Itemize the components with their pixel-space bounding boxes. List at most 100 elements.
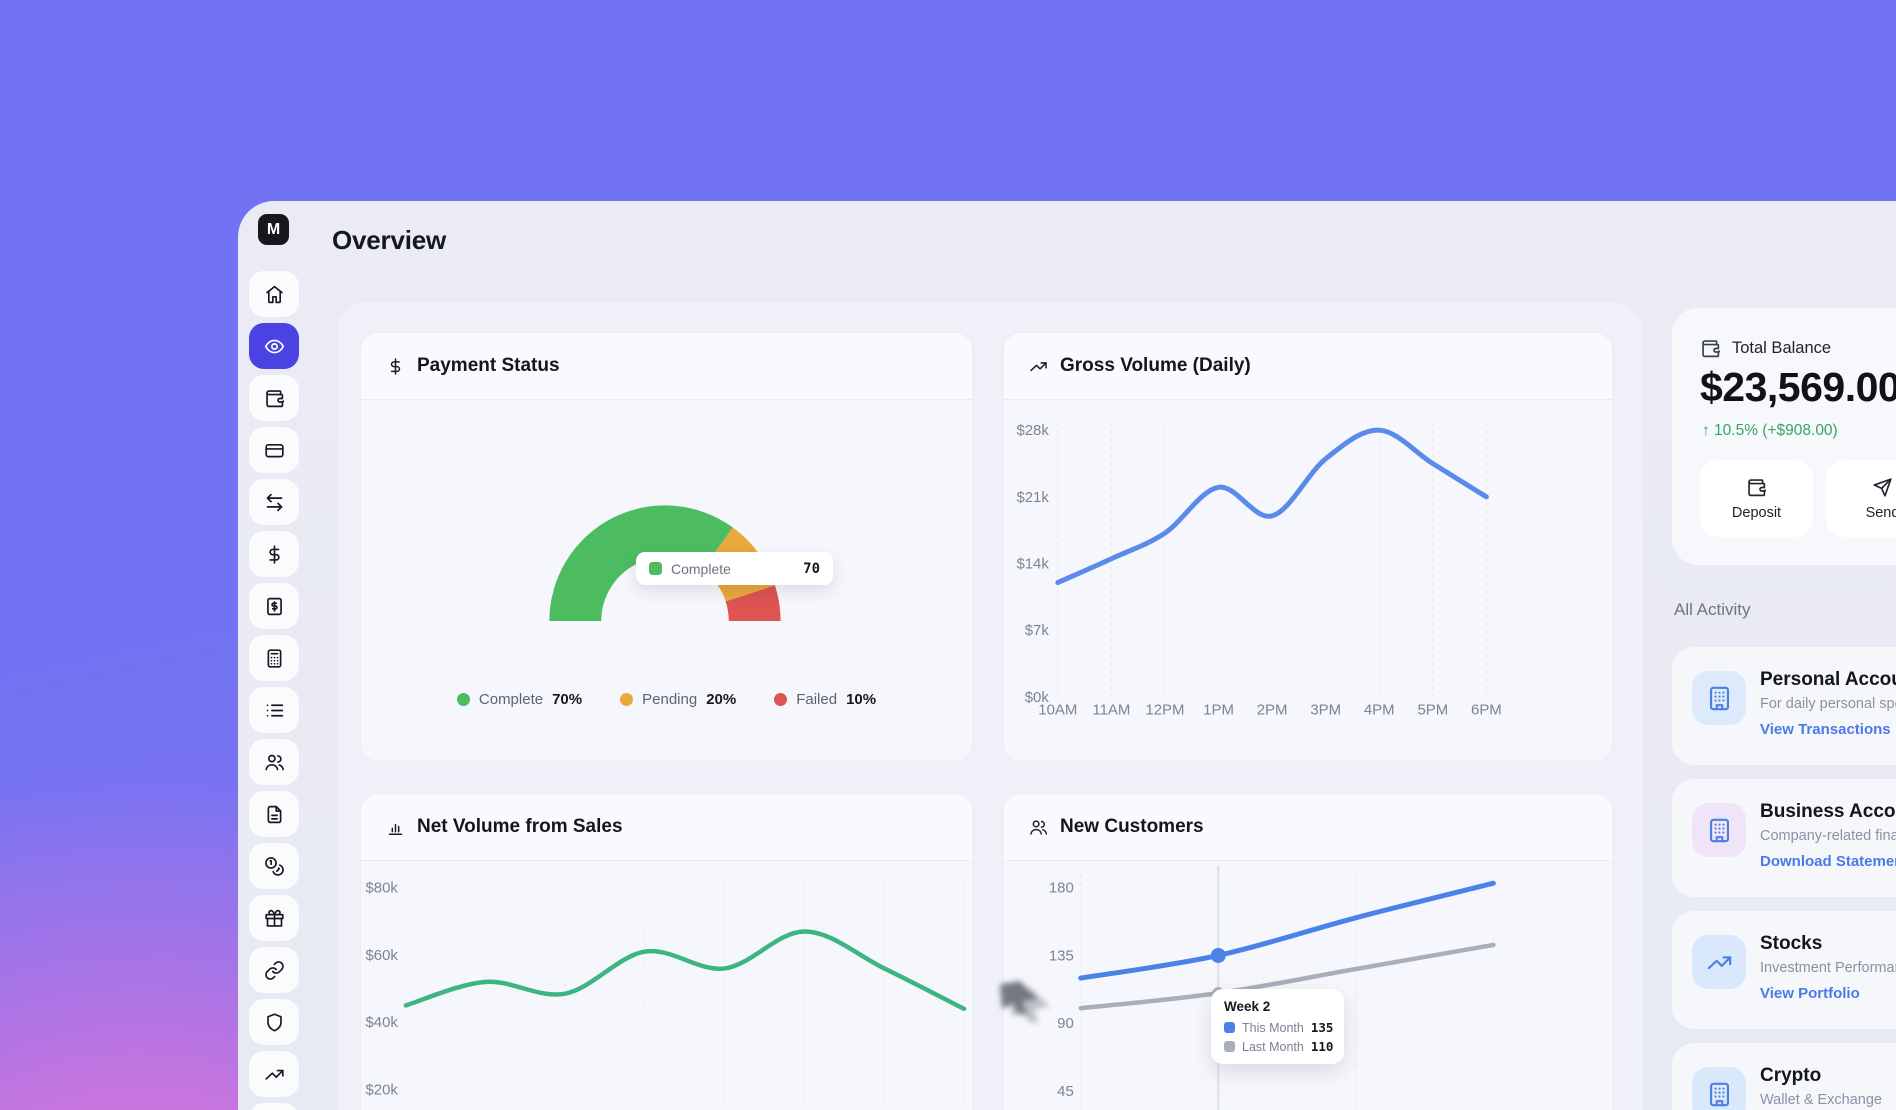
sidebar-item-transfers[interactable] <box>249 479 299 525</box>
svg-text:45: 45 <box>1057 1083 1074 1100</box>
arrows-lr-icon <box>264 492 285 513</box>
eye-icon <box>264 336 285 357</box>
send-icon <box>1872 477 1893 498</box>
app-logo: M <box>258 214 289 245</box>
svg-text:$80k: $80k <box>365 880 398 897</box>
sidebar-item-security[interactable] <box>249 999 299 1045</box>
this-month-swatch <box>1224 1022 1235 1033</box>
balance-actions: Deposit Send <box>1700 460 1896 537</box>
send-button[interactable]: Send <box>1826 460 1896 537</box>
sidebar-item-invoices[interactable] <box>249 583 299 629</box>
legend-value: 10% <box>846 691 877 708</box>
sidebar-item-links[interactable] <box>249 947 299 993</box>
sidebar-item-wallet[interactable] <box>249 375 299 421</box>
svg-text:$21k: $21k <box>1016 489 1049 506</box>
activity-card-stocks[interactable]: Stocks Investment Performance View Portfol… <box>1672 911 1896 1029</box>
trending-up-icon <box>1029 357 1048 376</box>
sidebar-item-analytics[interactable] <box>249 1051 299 1097</box>
total-balance-row: Total Balance <box>1700 338 1831 359</box>
sidebar-item-coins[interactable] <box>249 843 299 889</box>
coins-icon <box>264 856 285 877</box>
svg-text:180: 180 <box>1049 880 1074 897</box>
tooltip-row-last-month: Last Month 110 <box>1224 1039 1333 1054</box>
activity-title: Business Account <box>1760 801 1896 822</box>
receipt-icon <box>264 596 285 617</box>
building-icon <box>1692 671 1746 725</box>
svg-text:$7k: $7k <box>1025 622 1050 639</box>
legend-swatch <box>649 562 662 575</box>
gross-volume-title: Gross Volume (Daily) <box>1060 355 1251 376</box>
activity-link[interactable]: View Transactions <box>1760 721 1891 738</box>
sidebar-item-devices[interactable] <box>249 1103 299 1110</box>
activity-subtitle: Company-related finances <box>1760 828 1896 844</box>
svg-text:$0k: $0k <box>1025 689 1050 706</box>
dollar-icon <box>264 544 285 565</box>
tooltip-label: This Month <box>1242 1020 1304 1035</box>
sidebar-item-payments[interactable] <box>249 531 299 577</box>
total-balance-card: Total Balance $23,569.00 ↑ 10.5% (+$908.… <box>1672 308 1896 565</box>
svg-text:135: 135 <box>1049 947 1074 964</box>
app-logo-letter: M <box>266 220 281 238</box>
svg-text:10AM: 10AM <box>1038 702 1077 719</box>
activity-card-business-account[interactable]: Business Account Company-related finances… <box>1672 779 1896 897</box>
legend-item-failed: Failed 10% <box>774 691 876 708</box>
sidebar-item-overview[interactable] <box>249 323 299 369</box>
sidebar-item-transactions[interactable] <box>249 687 299 733</box>
users-icon <box>1029 818 1048 837</box>
sidebar-item-calculator[interactable] <box>249 635 299 681</box>
svg-text:5PM: 5PM <box>1417 702 1448 719</box>
activity-link[interactable]: Download Statement <box>1760 853 1896 870</box>
svg-text:2PM: 2PM <box>1257 702 1288 719</box>
complete-dot-icon <box>456 693 470 706</box>
gauge-tooltip: Complete 70 <box>636 552 833 585</box>
activity-card-crypto[interactable]: Crypto Wallet & Exchange <box>1672 1043 1896 1110</box>
tooltip-value: 135 <box>1310 1020 1334 1035</box>
new-customers-card: New Customers 180 135 90 45 Week 2 This Mon… <box>1003 793 1613 1110</box>
sidebar-item-home[interactable] <box>249 271 299 317</box>
gift-icon <box>264 908 285 929</box>
home-icon <box>264 284 285 305</box>
sidebar-item-cards[interactable] <box>249 427 299 473</box>
activity-title: Crypto <box>1760 1065 1822 1086</box>
sidebar-nav <box>249 271 299 1110</box>
legend-item-complete: Complete 70% <box>456 691 582 708</box>
svg-text:1PM: 1PM <box>1203 702 1234 719</box>
legend-label: Failed <box>796 691 838 708</box>
legend-value: 20% <box>706 691 737 708</box>
sidebar-item-rewards[interactable] <box>249 895 299 941</box>
svg-text:6PM: 6PM <box>1471 702 1502 719</box>
activity-card-personal-account[interactable]: Personal Account For daily personal spend… <box>1672 647 1896 765</box>
deposit-button-label: Deposit <box>1731 504 1782 521</box>
app-window: M Overview Payment Status Complete 70 Co… <box>238 201 1896 1110</box>
net-volume-title: Net Volume from Sales <box>417 816 623 837</box>
link-icon <box>264 960 285 981</box>
send-button-label: Send <box>1865 504 1896 521</box>
activity-subtitle: For daily personal spending <box>1760 696 1896 712</box>
legend-label: Complete <box>478 691 544 708</box>
activity-subtitle: Wallet & Exchange <box>1760 1092 1882 1108</box>
wallet-icon <box>1700 338 1721 359</box>
payment-status-header: Payment Status <box>361 333 972 400</box>
gross-volume-card: Gross Volume (Daily) 10AM 11AM 12PM 1PM 2PM 3… <box>1003 332 1613 762</box>
sidebar-item-customers[interactable] <box>249 739 299 785</box>
svg-text:3PM: 3PM <box>1310 702 1341 719</box>
activity-link[interactable]: View Portfolio <box>1760 985 1860 1002</box>
new-customers-tooltip: Week 2 This Month 135 Last Month 110 <box>1211 989 1344 1064</box>
building-icon <box>1692 1067 1746 1110</box>
tooltip-label: Last Month <box>1242 1039 1304 1054</box>
svg-text:$60k: $60k <box>365 947 398 964</box>
activity-title: Stocks <box>1760 933 1823 954</box>
tooltip-row-this-month: This Month 135 <box>1224 1020 1334 1035</box>
payment-status-legend: Complete 70% Pending 20% Failed 10% <box>361 691 972 708</box>
svg-text:11AM: 11AM <box>1092 702 1130 719</box>
deposit-button[interactable]: Deposit <box>1700 460 1813 537</box>
legend-item-pending: Pending 20% <box>620 691 736 708</box>
svg-text:$20k: $20k <box>365 1082 398 1099</box>
sidebar-item-documents[interactable] <box>249 791 299 837</box>
gross-volume-header: Gross Volume (Daily) <box>1004 333 1612 400</box>
gauge-tooltip-value: 70 <box>803 560 820 577</box>
mouse-cursor-artifact <box>1000 981 1054 1027</box>
svg-text:4PM: 4PM <box>1364 702 1395 719</box>
svg-text:12PM: 12PM <box>1145 702 1184 719</box>
